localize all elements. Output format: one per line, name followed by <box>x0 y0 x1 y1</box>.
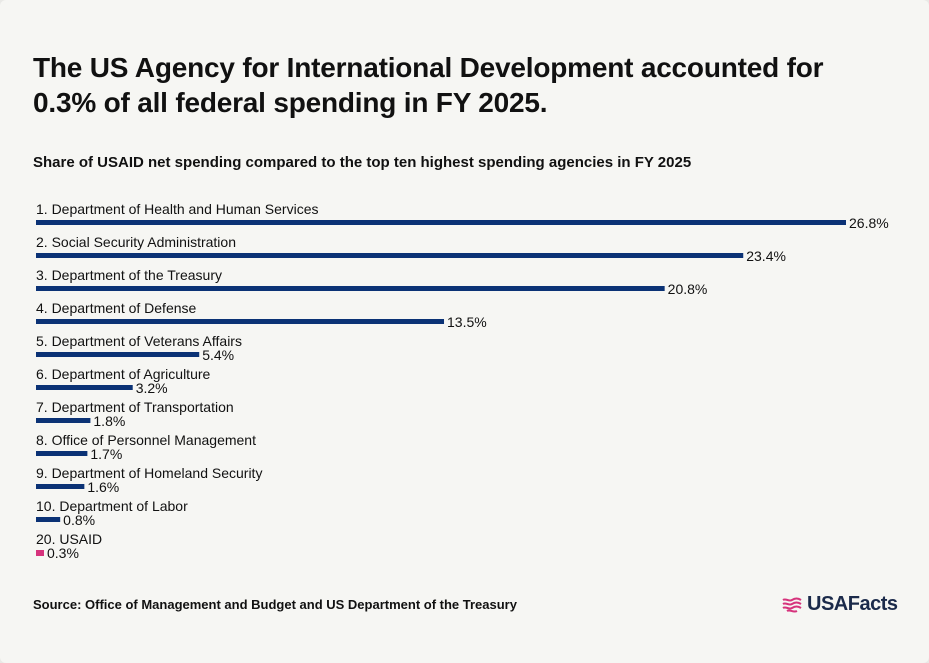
value-label: 1.8% <box>93 413 125 429</box>
logo-text: USAFacts <box>807 593 898 615</box>
chart-title: The US Agency for International Developm… <box>33 52 824 118</box>
category-label: 20. USAID <box>36 531 102 547</box>
bar <box>36 517 61 522</box>
value-label: 1.6% <box>87 479 119 495</box>
value-label: 13.5% <box>447 314 487 330</box>
category-label: 9. Department of Homeland Security <box>36 465 262 481</box>
category-label: 2. Social Security Administration <box>36 234 236 250</box>
usafacts-logo: USAFacts <box>781 593 898 616</box>
bar <box>36 385 133 390</box>
bar <box>36 451 88 456</box>
value-label: 26.8% <box>849 215 889 231</box>
category-label: 5. Department of Veterans Affairs <box>36 333 242 349</box>
value-label: 23.4% <box>746 248 786 264</box>
category-label: 7. Department of Transportation <box>36 399 234 415</box>
category-label: 6. Department of Agriculture <box>36 366 211 382</box>
category-label: 8. Office of Personnel Management <box>36 432 256 448</box>
bar <box>36 418 91 423</box>
bar <box>36 253 744 258</box>
bar <box>36 220 846 225</box>
category-label: 10. Department of Labor <box>36 498 188 514</box>
value-label: 5.4% <box>202 347 234 363</box>
chart-subtitle: Share of USAID net spending compared to … <box>33 154 692 171</box>
bar <box>36 319 445 324</box>
value-label: 3.2% <box>136 380 168 396</box>
usa-flag-map-icon <box>782 597 802 613</box>
bar <box>36 352 200 357</box>
value-label: 20.8% <box>668 281 708 297</box>
bar <box>36 550 44 556</box>
category-label: 1. Department of Health and Human Servic… <box>36 201 318 217</box>
value-label: 0.8% <box>63 512 95 528</box>
source-note: Source: Office of Management and Budget … <box>33 597 517 612</box>
value-label: 0.3% <box>47 545 79 561</box>
bar <box>36 484 85 489</box>
category-label: 3. Department of the Treasury <box>36 267 222 283</box>
bar <box>36 286 665 291</box>
bar-chart: 1. Department of Health and Human Servic… <box>36 201 889 561</box>
value-label: 1.7% <box>90 446 122 462</box>
category-label: 4. Department of Defense <box>36 300 197 316</box>
